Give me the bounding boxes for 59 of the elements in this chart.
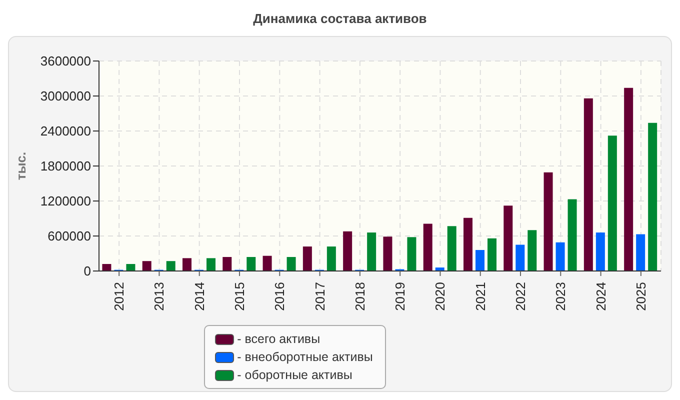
y-tick-label: 1200000 bbox=[40, 194, 91, 209]
bar bbox=[544, 172, 553, 271]
y-tick-label: 3000000 bbox=[40, 88, 91, 104]
bar bbox=[556, 242, 565, 271]
y-axis-title: тыс. bbox=[14, 152, 29, 180]
bar bbox=[343, 231, 352, 271]
bar bbox=[206, 258, 216, 271]
x-tick-label: 2023 bbox=[553, 282, 568, 311]
y-tick-label: 0 bbox=[84, 264, 91, 279]
bar bbox=[487, 238, 496, 271]
bar bbox=[407, 237, 416, 271]
x-tick-label: 2025 bbox=[633, 282, 648, 311]
bar bbox=[608, 136, 617, 271]
x-tick-label: 2013 bbox=[152, 282, 167, 311]
x-tick-label: 2024 bbox=[593, 282, 608, 311]
bar bbox=[302, 246, 312, 271]
bar bbox=[246, 257, 256, 271]
x-tick-label: 2015 bbox=[232, 282, 247, 311]
y-tick-label: 3600000 bbox=[40, 54, 91, 69]
bar bbox=[584, 98, 593, 271]
bar bbox=[222, 257, 232, 271]
bar bbox=[142, 261, 152, 271]
x-tick-label: 2018 bbox=[352, 282, 368, 311]
bar bbox=[326, 246, 336, 271]
bar bbox=[596, 232, 605, 271]
bar bbox=[383, 236, 392, 271]
bar bbox=[463, 218, 472, 271]
bar bbox=[286, 257, 296, 271]
y-tick-label: 1800000 bbox=[40, 158, 91, 174]
bar bbox=[447, 226, 456, 271]
bar bbox=[102, 264, 112, 271]
x-tick-label: 2020 bbox=[432, 282, 448, 311]
x-tick-label: 2022 bbox=[513, 282, 528, 311]
legend-label: - внеоборотные активы bbox=[237, 350, 373, 364]
bar bbox=[126, 264, 136, 271]
y-tick-label: 2400000 bbox=[40, 124, 91, 139]
bar bbox=[648, 122, 658, 271]
bar bbox=[568, 199, 577, 271]
bar bbox=[624, 88, 634, 271]
bar bbox=[516, 244, 525, 271]
x-tick-label: 2017 bbox=[312, 282, 328, 311]
bar bbox=[182, 258, 192, 271]
bar bbox=[423, 224, 432, 271]
x-tick-label: 2019 bbox=[392, 282, 408, 311]
x-tick-label: 2016 bbox=[272, 282, 288, 311]
x-tick-label: 2014 bbox=[192, 282, 207, 311]
bar bbox=[166, 261, 176, 271]
bar bbox=[367, 232, 376, 271]
bar bbox=[636, 234, 646, 271]
legend-label: - всего активы bbox=[237, 332, 320, 346]
bar bbox=[475, 250, 484, 271]
x-tick-label: 2021 bbox=[472, 282, 488, 311]
bar bbox=[504, 206, 513, 271]
chart-title: Динамика состава активов bbox=[252, 10, 428, 28]
bar bbox=[262, 256, 272, 271]
bar bbox=[528, 230, 537, 271]
y-tick-label: 600000 bbox=[48, 228, 91, 244]
legend-label: - оборотные активы bbox=[237, 368, 352, 382]
x-tick-label: 2012 bbox=[112, 282, 127, 311]
